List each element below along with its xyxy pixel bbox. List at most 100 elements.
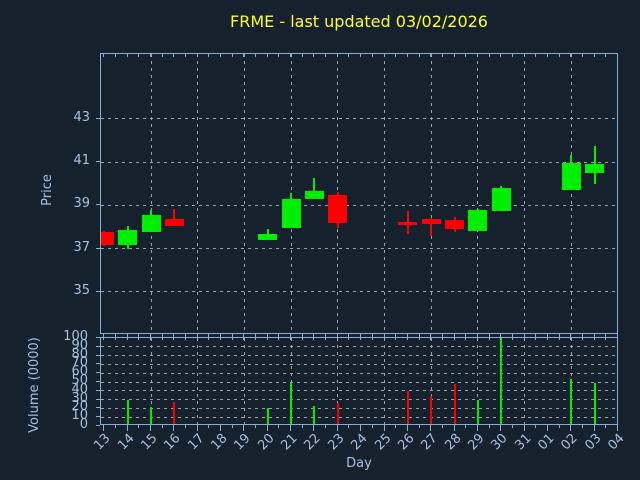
day-gridline	[524, 338, 526, 424]
x-tick-mark	[570, 337, 572, 340]
x-tick-mark	[138, 53, 140, 57]
x-tick-mark	[360, 334, 362, 337]
x-tick-mark	[558, 53, 560, 57]
x-tick-mark	[453, 425, 455, 431]
x-tick-mark	[441, 53, 443, 57]
x-tick-mark	[476, 425, 478, 431]
x-tick-mark	[441, 337, 443, 340]
volume-tick-label-60: 60	[71, 364, 88, 380]
x-tick-mark	[418, 425, 420, 428]
x-tick-mark	[395, 425, 397, 428]
x-tick-mark	[301, 425, 303, 428]
x-tick-mark	[430, 53, 432, 57]
chart-title: FRME - last updated 03/02/2026	[230, 12, 488, 31]
x-tick-mark	[371, 337, 373, 340]
x-tick-mark	[220, 337, 222, 340]
x-tick-mark	[395, 53, 397, 57]
x-tick-mark	[126, 53, 128, 57]
x-tick-mark	[546, 425, 548, 431]
volume-bar-02	[570, 379, 573, 424]
x-tick-mark	[290, 334, 292, 337]
x-tick-mark	[266, 53, 268, 57]
x-tick-mark	[558, 425, 560, 428]
day-gridline	[477, 54, 479, 333]
volume-bar-14	[126, 400, 129, 424]
candle-03	[585, 164, 605, 173]
x-tick-mark	[301, 334, 303, 337]
x-tick-mark	[126, 337, 128, 340]
x-tick-mark	[617, 53, 618, 57]
day-gridline	[524, 54, 526, 333]
x-tick-mark	[114, 425, 116, 428]
x-tick-mark	[535, 53, 537, 57]
volume-tick-mark	[96, 398, 100, 400]
x-tick-mark	[453, 334, 455, 337]
volume-bar-21	[290, 382, 293, 424]
x-tick-mark	[488, 53, 490, 57]
x-tick-mark	[126, 425, 128, 431]
x-tick-mark	[605, 337, 607, 340]
x-tick-mark	[511, 334, 513, 337]
x-tick-mark	[605, 53, 607, 57]
volume-tick-mark	[96, 407, 100, 409]
volume-tick-label-40: 40	[71, 381, 88, 397]
x-tick-mark	[173, 53, 175, 57]
volume-gridline	[101, 416, 617, 418]
x-tick-mark	[231, 337, 233, 340]
volume-tick-mark	[96, 372, 100, 374]
x-tick-mark	[523, 53, 525, 57]
price-tick-mark	[96, 290, 100, 292]
x-tick-mark	[325, 425, 327, 428]
x-tick-mark	[266, 337, 268, 340]
x-tick-mark	[383, 425, 385, 431]
x-tick-mark	[150, 334, 151, 337]
x-tick-mark	[441, 334, 443, 337]
candle-28	[445, 220, 465, 230]
x-tick-mark	[290, 425, 292, 431]
volume-tick-label-50: 50	[71, 373, 88, 388]
candle-wick-20	[266, 229, 269, 240]
x-tick-mark	[617, 425, 618, 431]
x-tick-mark	[325, 53, 327, 57]
x-tick-mark	[500, 425, 502, 431]
price-tick-mark	[96, 204, 100, 206]
day-gridline	[243, 54, 245, 333]
candle-14	[118, 230, 138, 246]
x-tick-mark	[476, 337, 478, 340]
price-gridline	[101, 204, 617, 206]
x-tick-mark	[313, 425, 315, 431]
price-panel	[100, 53, 618, 334]
x-tick-mark	[488, 337, 490, 340]
x-tick-mark	[511, 337, 513, 340]
volume-gridline	[101, 399, 617, 401]
x-tick-mark	[558, 337, 560, 340]
x-tick-mark	[360, 337, 362, 340]
x-tick-mark	[336, 425, 338, 431]
candle-wick-16	[173, 208, 176, 226]
x-tick-mark	[570, 53, 572, 57]
x-tick-mark	[196, 425, 198, 431]
volume-bar-15	[150, 406, 152, 424]
candle-wick-27	[430, 218, 433, 236]
day-gridline	[150, 338, 152, 424]
price-tick-mark	[96, 117, 100, 119]
day-gridline	[384, 338, 385, 424]
x-tick-mark	[173, 337, 175, 340]
x-tick-mark	[593, 337, 595, 340]
volume-tick-label-10: 10	[71, 408, 88, 424]
volume-tick-mark	[96, 345, 100, 347]
x-tick-mark	[243, 425, 245, 431]
price-tick-label-41: 41	[73, 153, 90, 169]
x-tick-mark	[581, 337, 583, 340]
x-tick-mark	[208, 337, 210, 340]
x-tick-mark	[161, 425, 163, 428]
volume-bar-27	[430, 396, 433, 424]
x-tick-mark	[395, 334, 397, 337]
x-tick-mark	[231, 53, 233, 57]
x-tick-mark	[430, 337, 432, 340]
x-tick-mark	[406, 425, 408, 431]
x-tick-mark	[196, 337, 198, 340]
x-tick-mark	[103, 425, 105, 431]
day-gridline	[384, 54, 385, 333]
x-tick-mark	[453, 337, 455, 340]
